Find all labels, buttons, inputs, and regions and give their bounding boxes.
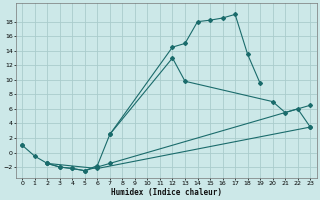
- X-axis label: Humidex (Indice chaleur): Humidex (Indice chaleur): [111, 188, 222, 197]
